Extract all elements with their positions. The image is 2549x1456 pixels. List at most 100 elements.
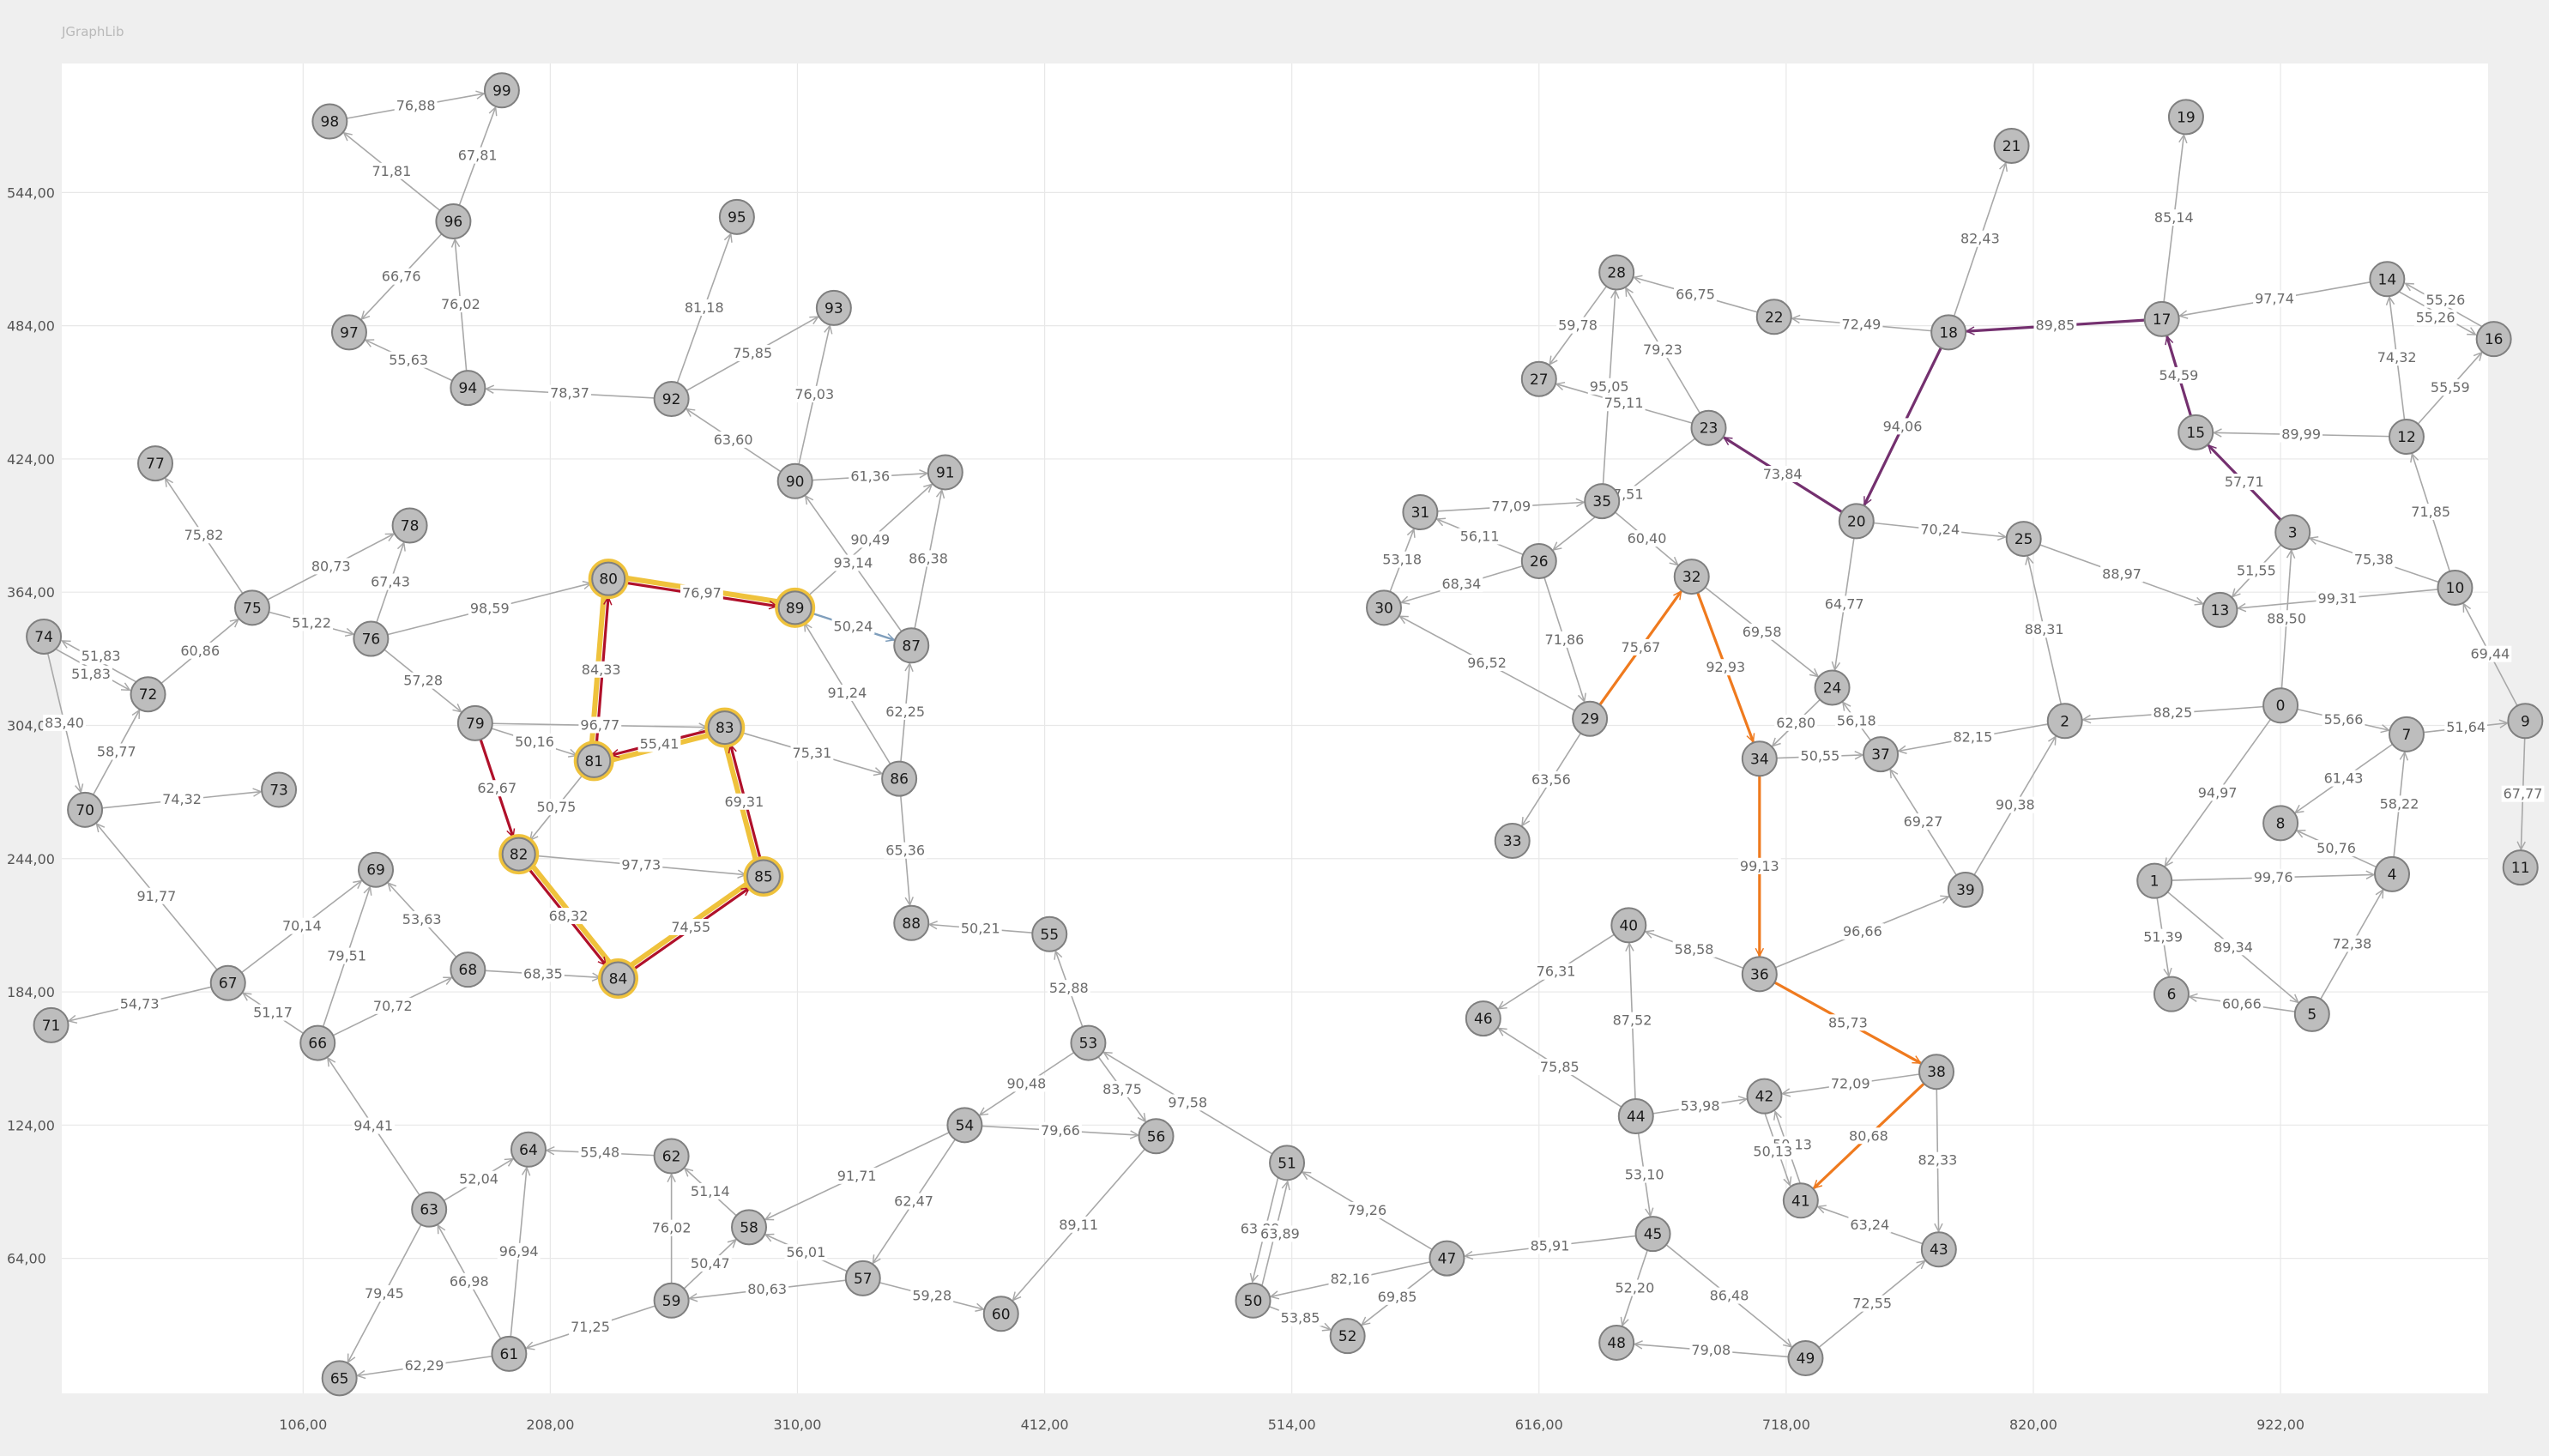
node-94[interactable]: 94 — [450, 370, 486, 407]
node-86[interactable]: 86 — [881, 760, 918, 797]
node-65[interactable]: 65 — [321, 1360, 358, 1397]
node-8[interactable]: 8 — [2262, 805, 2299, 842]
node-67[interactable]: 67 — [209, 964, 246, 1001]
node-91[interactable]: 91 — [927, 454, 963, 491]
node-72[interactable]: 72 — [130, 676, 166, 713]
node-35[interactable]: 35 — [1584, 483, 1621, 520]
node-24[interactable]: 24 — [1814, 669, 1851, 706]
node-20[interactable]: 20 — [1838, 503, 1875, 540]
node-81[interactable]: 81 — [573, 740, 614, 782]
node-89[interactable]: 89 — [775, 587, 816, 628]
node-74[interactable]: 74 — [26, 618, 63, 655]
node-96[interactable]: 96 — [435, 203, 472, 240]
node-64[interactable]: 64 — [510, 1131, 547, 1168]
node-83[interactable]: 83 — [704, 707, 746, 748]
node-26[interactable]: 26 — [1520, 542, 1557, 579]
node-1[interactable]: 1 — [2136, 862, 2173, 899]
node-51[interactable]: 51 — [1269, 1145, 1306, 1181]
node-78[interactable]: 78 — [391, 507, 428, 544]
node-97[interactable]: 97 — [330, 314, 367, 351]
node-61[interactable]: 61 — [491, 1335, 528, 1372]
node-38[interactable]: 38 — [1918, 1054, 1955, 1090]
node-49[interactable]: 49 — [1787, 1340, 1824, 1377]
node-44[interactable]: 44 — [1617, 1097, 1654, 1134]
node-3[interactable]: 3 — [2274, 514, 2311, 551]
node-11[interactable]: 11 — [2502, 849, 2539, 886]
node-10[interactable]: 10 — [2437, 570, 2473, 607]
node-48[interactable]: 48 — [1598, 1324, 1635, 1361]
node-85[interactable]: 85 — [743, 855, 784, 897]
node-62[interactable]: 62 — [653, 1138, 690, 1175]
node-29[interactable]: 29 — [1572, 700, 1609, 737]
node-0[interactable]: 0 — [2262, 687, 2299, 724]
node-40[interactable]: 40 — [1610, 907, 1647, 944]
node-6[interactable]: 6 — [2153, 976, 2190, 1012]
node-63[interactable]: 63 — [411, 1191, 448, 1228]
node-82[interactable]: 82 — [498, 834, 540, 875]
node-45[interactable]: 45 — [1634, 1216, 1671, 1253]
node-54[interactable]: 54 — [946, 1107, 983, 1144]
node-95[interactable]: 95 — [718, 198, 755, 235]
node-88[interactable]: 88 — [893, 904, 930, 941]
node-47[interactable]: 47 — [1429, 1240, 1465, 1277]
node-13[interactable]: 13 — [2202, 591, 2238, 628]
node-75[interactable]: 75 — [233, 589, 270, 626]
node-25[interactable]: 25 — [2005, 521, 2042, 558]
node-59[interactable]: 59 — [653, 1282, 690, 1319]
node-41[interactable]: 41 — [1782, 1182, 1819, 1219]
node-9[interactable]: 9 — [2507, 703, 2544, 740]
node-36[interactable]: 36 — [1741, 956, 1778, 993]
node-31[interactable]: 31 — [1402, 494, 1439, 531]
node-19[interactable]: 19 — [2167, 99, 2204, 136]
node-30[interactable]: 30 — [1366, 589, 1403, 626]
node-27[interactable]: 27 — [1520, 360, 1557, 397]
node-69[interactable]: 69 — [358, 851, 395, 888]
node-23[interactable]: 23 — [1690, 409, 1727, 446]
node-79[interactable]: 79 — [456, 704, 493, 741]
node-2[interactable]: 2 — [2046, 703, 2083, 740]
node-90[interactable]: 90 — [776, 462, 813, 499]
node-56[interactable]: 56 — [1138, 1118, 1175, 1155]
node-16[interactable]: 16 — [2475, 321, 2512, 358]
node-70[interactable]: 70 — [67, 791, 104, 828]
node-42[interactable]: 42 — [1746, 1078, 1783, 1115]
node-52[interactable]: 52 — [1329, 1318, 1366, 1355]
node-28[interactable]: 28 — [1598, 254, 1635, 291]
node-55[interactable]: 55 — [1031, 915, 1068, 952]
node-5[interactable]: 5 — [2293, 995, 2330, 1032]
node-93[interactable]: 93 — [815, 289, 852, 326]
node-68[interactable]: 68 — [450, 952, 486, 988]
node-39[interactable]: 39 — [1947, 871, 1984, 908]
node-15[interactable]: 15 — [2178, 414, 2214, 450]
node-73[interactable]: 73 — [261, 771, 298, 808]
node-4[interactable]: 4 — [2374, 855, 2411, 892]
node-57[interactable]: 57 — [844, 1260, 881, 1296]
node-84[interactable]: 84 — [597, 958, 638, 1000]
node-80[interactable]: 80 — [588, 559, 629, 600]
node-33[interactable]: 33 — [1494, 823, 1531, 860]
node-46[interactable]: 46 — [1465, 1000, 1501, 1037]
node-17[interactable]: 17 — [2143, 300, 2180, 337]
node-71[interactable]: 71 — [33, 1006, 69, 1043]
node-77[interactable]: 77 — [137, 445, 174, 482]
node-60[interactable]: 60 — [982, 1296, 1019, 1332]
node-58[interactable]: 58 — [731, 1209, 768, 1246]
node-7[interactable]: 7 — [2388, 716, 2425, 752]
node-43[interactable]: 43 — [1920, 1231, 1957, 1268]
node-76[interactable]: 76 — [353, 620, 390, 657]
node-34[interactable]: 34 — [1741, 740, 1778, 777]
node-50[interactable]: 50 — [1235, 1282, 1271, 1319]
node-12[interactable]: 12 — [2388, 419, 2425, 456]
node-14[interactable]: 14 — [2369, 261, 2406, 298]
node-32[interactable]: 32 — [1673, 559, 1710, 595]
node-66[interactable]: 66 — [299, 1024, 336, 1061]
node-37[interactable]: 37 — [1863, 736, 1900, 773]
node-22[interactable]: 22 — [1755, 299, 1792, 335]
node-18[interactable]: 18 — [1930, 314, 1967, 351]
node-53[interactable]: 53 — [1070, 1024, 1107, 1061]
node-87[interactable]: 87 — [893, 627, 930, 664]
node-21[interactable]: 21 — [1993, 128, 2030, 165]
node-92[interactable]: 92 — [653, 381, 690, 418]
node-98[interactable]: 98 — [311, 103, 348, 140]
